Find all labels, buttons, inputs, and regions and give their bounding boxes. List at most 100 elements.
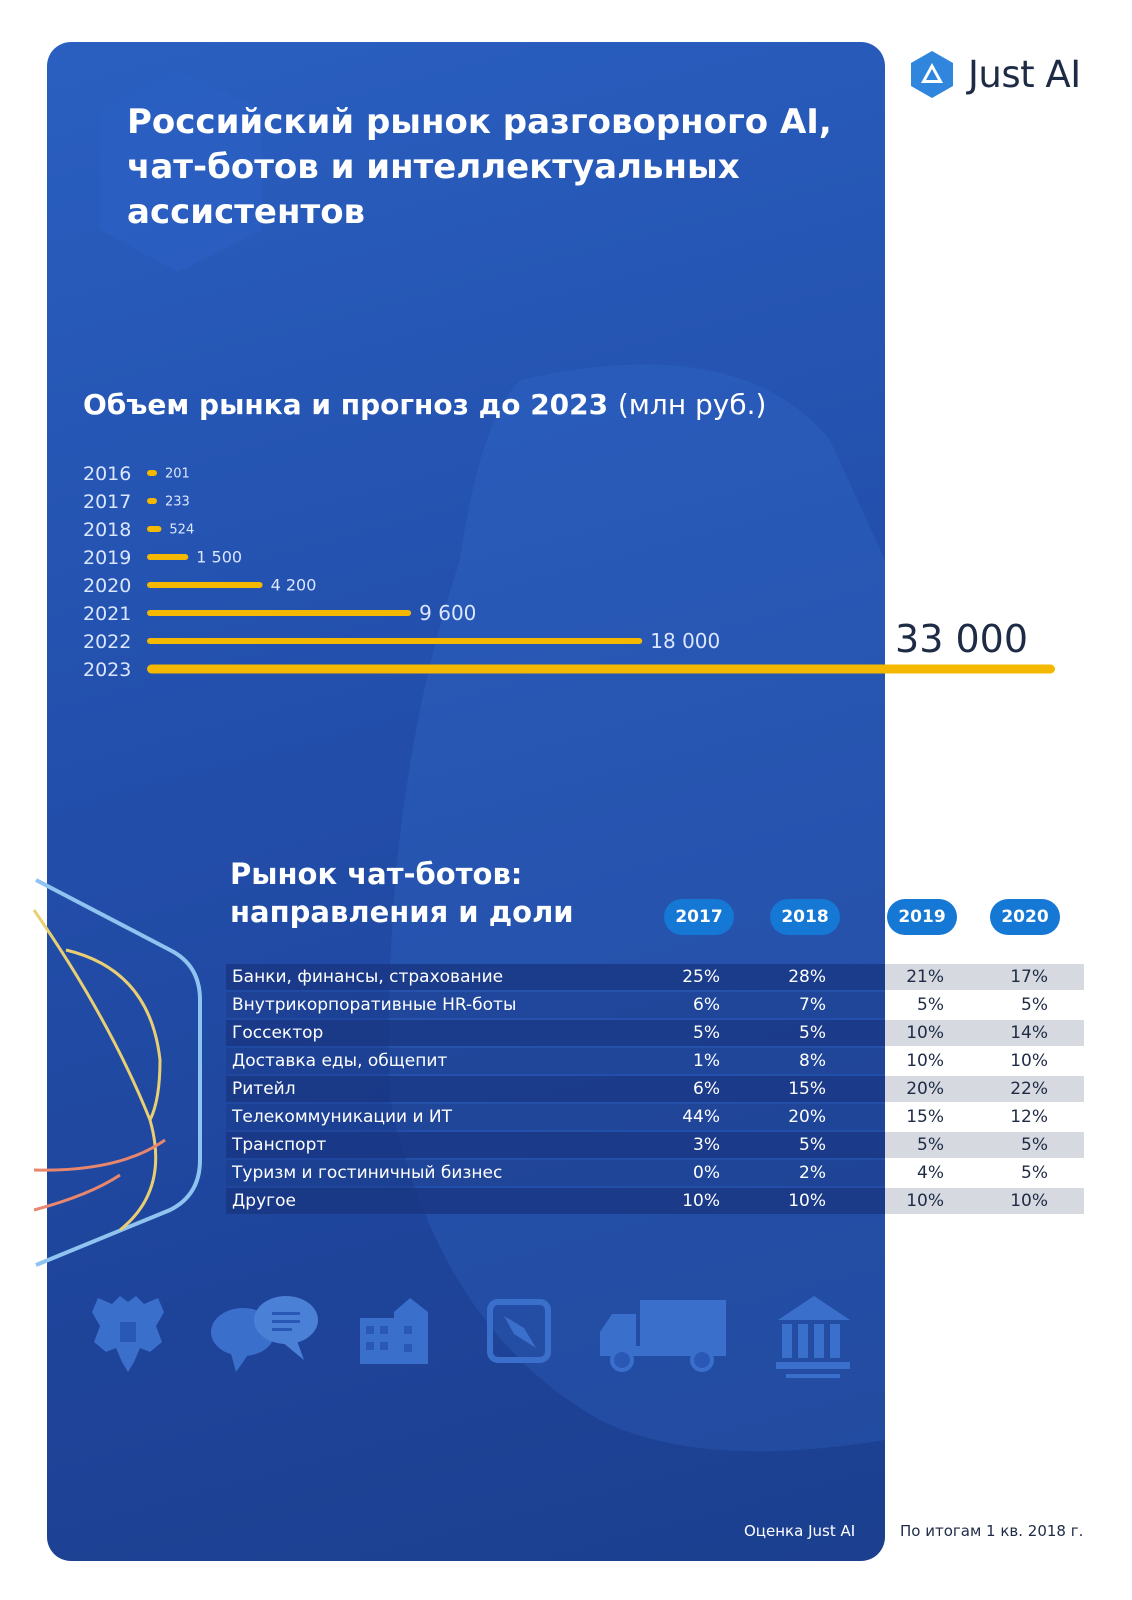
row-background bbox=[226, 1076, 885, 1102]
market-chart-title-text: Объем рынка и прогноз до 2023 bbox=[83, 388, 609, 421]
table-row: Внутрикорпоративные HR-боты 6% 7% 5% 5% bbox=[226, 991, 1084, 1019]
value-label-2023: 33 000 bbox=[895, 617, 1028, 661]
table-row: Телекоммуникации и ИТ 44% 20% 15% 12% bbox=[226, 1103, 1084, 1131]
source-note: Оценка Just AI bbox=[744, 1522, 856, 1540]
row-label: Туризм и гостиничный бизнес bbox=[232, 1163, 503, 1183]
market-bar-2016 bbox=[147, 470, 157, 476]
row-label: Телекоммуникации и ИТ bbox=[232, 1107, 453, 1127]
market-bar-2017 bbox=[147, 498, 157, 504]
just-ai-logo: Just AI bbox=[906, 48, 1081, 100]
year-label-2023: 2023 bbox=[83, 659, 131, 681]
share-cell-2020: 5% bbox=[1021, 995, 1048, 1015]
share-cell-2018: 5% bbox=[799, 1135, 826, 1155]
share-cell-2017: 6% bbox=[693, 1079, 720, 1099]
year-label-2017: 2017 bbox=[83, 491, 131, 513]
row-background bbox=[226, 1132, 885, 1158]
value-label-2021: 9 600 bbox=[419, 601, 476, 625]
row-label: Доставка еды, общепит bbox=[232, 1051, 448, 1071]
share-cell-2018: 10% bbox=[788, 1191, 826, 1211]
row-label: Внутрикорпоративные HR-боты bbox=[232, 995, 517, 1015]
page-title: Российский рынок разговорного AI, чат-бо… bbox=[127, 102, 832, 232]
year-label-2019: 2019 bbox=[83, 547, 131, 569]
year-label-2016: 2016 bbox=[83, 463, 131, 485]
share-cell-2020: 10% bbox=[1010, 1051, 1048, 1071]
row-background bbox=[226, 1048, 885, 1074]
row-background-forecast bbox=[885, 1160, 1084, 1186]
share-cell-2019: 5% bbox=[917, 1135, 944, 1155]
row-background bbox=[226, 1188, 885, 1214]
row-background bbox=[226, 992, 885, 1018]
row-label: Банки, финансы, страхование bbox=[232, 967, 504, 987]
share-cell-2020: 17% bbox=[1010, 967, 1048, 987]
share-cell-2018: 28% bbox=[788, 967, 826, 987]
share-cell-2019: 4% bbox=[917, 1163, 944, 1183]
share-cell-2017: 25% bbox=[682, 967, 720, 987]
table-row: Госсектор 5% 5% 10% 14% bbox=[226, 1019, 1084, 1047]
row-background-forecast bbox=[885, 1076, 1084, 1102]
compass-icon bbox=[487, 1299, 551, 1363]
market-bar-2021 bbox=[147, 610, 412, 616]
share-cell-2019: 15% bbox=[906, 1107, 944, 1127]
share-cell-2020: 5% bbox=[1021, 1135, 1048, 1155]
table-row: Другое 10% 10% 10% 10% bbox=[226, 1187, 1084, 1215]
row-label: Другое bbox=[232, 1191, 296, 1211]
market-bar-2022 bbox=[147, 638, 643, 644]
share-cell-2020: 5% bbox=[1021, 1163, 1048, 1183]
bank-icon bbox=[776, 1296, 850, 1378]
share-cell-2017: 44% bbox=[682, 1107, 720, 1127]
market-bar-2019 bbox=[147, 554, 189, 560]
market-chart-title: Объем рынка и прогноз до 2023 (млн руб.) bbox=[83, 388, 766, 421]
share-cell-2017: 3% bbox=[693, 1135, 720, 1155]
row-background-forecast bbox=[885, 964, 1084, 990]
row-background-forecast bbox=[885, 1104, 1084, 1130]
row-background-forecast bbox=[885, 1188, 1084, 1214]
row-background-forecast bbox=[885, 1132, 1084, 1158]
row-label: Ритейл bbox=[232, 1079, 296, 1099]
value-label-2018: 524 bbox=[169, 523, 194, 538]
market-chart-unit: (млн руб.) bbox=[617, 388, 767, 421]
share-cell-2018: 8% bbox=[799, 1051, 826, 1071]
table-row: Транспорт 3% 5% 5% 5% bbox=[226, 1131, 1084, 1159]
table-row: Ритейл 6% 15% 20% 22% bbox=[226, 1075, 1084, 1103]
row-background bbox=[226, 964, 885, 990]
truck-icon bbox=[600, 1300, 726, 1372]
row-background bbox=[226, 1020, 885, 1046]
share-cell-2018: 15% bbox=[788, 1079, 826, 1099]
share-cell-2020: 14% bbox=[1010, 1023, 1048, 1043]
coat-of-arms-icon bbox=[92, 1296, 164, 1372]
brand-name: Just AI bbox=[968, 52, 1081, 96]
year-pill-2017: 2017 bbox=[664, 899, 734, 935]
period-note: По итогам 1 кв. 2018 г. bbox=[900, 1522, 1084, 1540]
share-cell-2019: 20% bbox=[906, 1079, 944, 1099]
table-row: Туризм и гостиничный бизнес 0% 2% 4% 5% bbox=[226, 1159, 1084, 1187]
year-label-2022: 2022 bbox=[83, 631, 131, 653]
share-cell-2020: 10% bbox=[1010, 1191, 1048, 1211]
year-label-2021: 2021 bbox=[83, 603, 131, 625]
share-cell-2019: 10% bbox=[906, 1051, 944, 1071]
row-background bbox=[226, 1104, 885, 1130]
row-background bbox=[226, 1160, 885, 1186]
table-row: Банки, финансы, страхование 25% 28% 21% 17% bbox=[226, 963, 1084, 991]
share-table-title: Рынок чат-ботов: направления и доли bbox=[230, 857, 574, 929]
share-cell-2019: 10% bbox=[906, 1191, 944, 1211]
table-row: Доставка еды, общепит 1% 8% 10% 10% bbox=[226, 1047, 1084, 1075]
buildings-icon bbox=[360, 1298, 428, 1364]
share-table: Банки, финансы, страхование 25% 28% 21% 17% В… bbox=[226, 963, 1084, 1215]
year-pill-2018: 2018 bbox=[770, 899, 840, 935]
share-cell-2018: 7% bbox=[799, 995, 826, 1015]
year-label-2020: 2020 bbox=[83, 575, 131, 597]
year-pill-2019: 2019 bbox=[887, 899, 957, 935]
infographic-panel bbox=[47, 42, 885, 1561]
value-label-2016: 201 bbox=[165, 467, 190, 482]
row-label: Транспорт bbox=[232, 1135, 327, 1155]
year-pill-2020: 2020 bbox=[990, 899, 1060, 935]
share-cell-2017: 0% bbox=[693, 1163, 720, 1183]
share-cell-2019: 5% bbox=[917, 995, 944, 1015]
share-cell-2017: 10% bbox=[682, 1191, 720, 1211]
chat-bubbles-icon bbox=[211, 1296, 318, 1372]
row-background-forecast bbox=[885, 992, 1084, 1018]
value-label-2017: 233 bbox=[165, 495, 190, 510]
share-cell-2019: 21% bbox=[906, 967, 944, 987]
